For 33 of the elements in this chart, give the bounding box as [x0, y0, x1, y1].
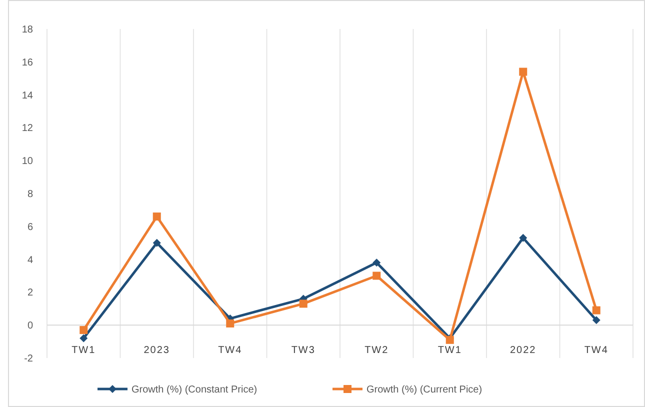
point: [592, 306, 600, 314]
point: [519, 234, 528, 242]
point: [152, 238, 161, 247]
x-tick-label: TW3: [291, 345, 316, 356]
y-tick-label: 18: [22, 24, 34, 36]
x-tick-label: TW1: [72, 345, 96, 356]
x-tick-label: TW2: [364, 345, 389, 356]
legend-label: Growth (%) (Constant Price): [132, 384, 258, 396]
point: [80, 334, 88, 342]
y-tick-label: 10: [22, 156, 34, 168]
x-tick-label: TW1: [438, 345, 462, 356]
y-tick-label: 14: [22, 90, 34, 102]
x-tick-label: 2023: [144, 345, 170, 356]
point: [299, 300, 308, 308]
point: [372, 272, 381, 280]
point: [519, 68, 528, 76]
y-tick-label: 12: [22, 123, 34, 134]
x-tick-label: TW4: [218, 345, 242, 356]
point: [152, 212, 161, 221]
point: [372, 258, 381, 267]
y-tick-label: 6: [27, 222, 34, 233]
x-tick-label: TW4: [584, 345, 608, 356]
y-tick-label: 0: [27, 320, 34, 332]
point: [226, 319, 234, 328]
y-tick-label: -2: [24, 354, 34, 364]
y-tick-label: 4: [27, 254, 34, 266]
y-tick-label: 2: [27, 288, 34, 299]
point: [592, 316, 600, 324]
y-tick-label: 16: [22, 57, 34, 68]
legend-label: Growth (%) (Current Pice): [366, 384, 482, 396]
point: [80, 326, 88, 334]
y-tick-label: 8: [27, 189, 34, 200]
x-tick-label: 2022: [510, 345, 536, 356]
